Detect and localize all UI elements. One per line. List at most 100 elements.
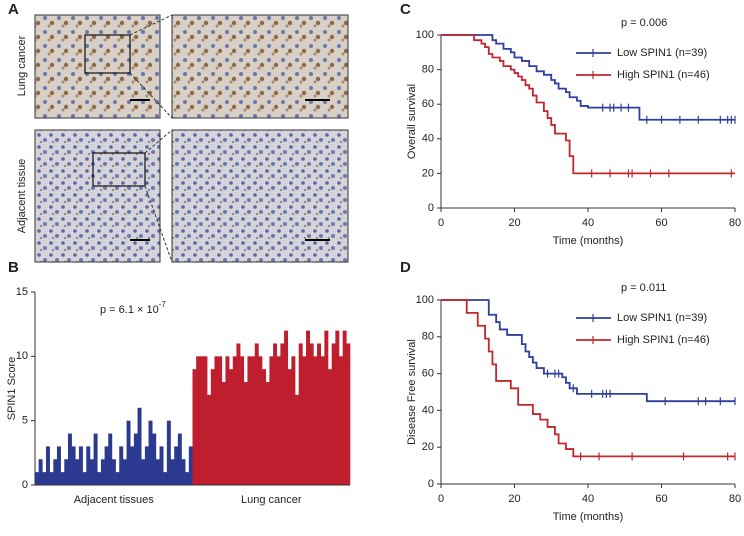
- bar: [185, 472, 190, 485]
- bar: [75, 459, 80, 485]
- bar: [229, 369, 234, 485]
- bar: [207, 394, 212, 485]
- x-tick-label: 80: [729, 493, 741, 505]
- bar: [93, 433, 98, 485]
- bar: [174, 446, 179, 485]
- bar: [298, 343, 303, 485]
- bar: [181, 459, 186, 485]
- x-axis-label: Time (months): [553, 235, 624, 247]
- bar: [243, 382, 248, 485]
- bar: [203, 356, 208, 485]
- bar: [280, 343, 285, 485]
- bar: [133, 433, 138, 485]
- bar: [86, 446, 91, 485]
- bar: [53, 459, 58, 485]
- bar: [287, 369, 292, 485]
- y-axis-label: SPIN1 Score: [6, 357, 18, 421]
- bar: [119, 446, 124, 485]
- y-tick-label: 15: [16, 286, 28, 298]
- annotation-exponent: -7: [159, 300, 167, 309]
- x-tick-label: 80: [729, 217, 741, 229]
- bar: [49, 472, 54, 485]
- bar: [276, 356, 281, 485]
- bar: [192, 369, 197, 485]
- y-tick-label: 0: [428, 478, 434, 490]
- bar: [328, 369, 332, 485]
- bar: [218, 356, 223, 485]
- bar: [144, 446, 149, 485]
- x-tick-label: 40: [582, 493, 594, 505]
- bar: [346, 343, 351, 485]
- bar: [130, 446, 135, 485]
- bar: [247, 356, 252, 485]
- panel-label: A: [8, 1, 19, 18]
- bar: [42, 472, 47, 485]
- bar: [122, 459, 127, 485]
- bar: [317, 343, 321, 485]
- bar: [82, 472, 87, 485]
- bar: [148, 420, 153, 485]
- bar: [35, 472, 39, 485]
- x-tick-label: 0: [438, 493, 444, 505]
- bar: [45, 446, 50, 485]
- bar: [262, 369, 267, 485]
- bar: [302, 356, 307, 485]
- bar: [342, 330, 347, 485]
- bar: [126, 420, 131, 485]
- bar: [137, 407, 142, 485]
- survival-curve: [441, 299, 735, 403]
- bar: [225, 356, 230, 485]
- x-tick-label: 40: [582, 217, 594, 229]
- annotation: p = 0.011: [621, 282, 666, 294]
- y-tick-label: 40: [422, 133, 434, 145]
- bar: [38, 459, 43, 485]
- bar: [141, 459, 146, 485]
- bar: [163, 472, 168, 485]
- bar: [324, 330, 329, 485]
- bar: [309, 343, 314, 485]
- bar: [284, 330, 289, 485]
- bar: [273, 343, 278, 485]
- bar: [89, 459, 94, 485]
- y-tick-label: 20: [422, 441, 434, 453]
- y-tick-label: 40: [422, 404, 434, 416]
- bar: [108, 433, 113, 485]
- annotation: p = 0.006: [621, 17, 667, 29]
- bar: [111, 459, 116, 485]
- bar: [291, 356, 296, 485]
- bar: [339, 356, 343, 485]
- bar: [240, 356, 245, 485]
- row-label: Adjacent tissue: [16, 159, 28, 234]
- group-label: Lung cancer: [241, 494, 302, 506]
- y-tick-label: 100: [416, 29, 434, 41]
- bar: [56, 446, 61, 485]
- survival-curve: [441, 34, 735, 121]
- micrographs: [34, 14, 349, 263]
- panel-label: B: [8, 259, 19, 276]
- y-tick-label: 0: [428, 202, 434, 214]
- bar: [232, 356, 237, 485]
- bar: [71, 446, 76, 485]
- bar: [166, 420, 171, 485]
- y-tick-label: 0: [22, 479, 28, 491]
- row-label: Lung cancer: [16, 35, 28, 96]
- bar: [335, 330, 340, 485]
- bar: [251, 356, 256, 485]
- bar: [60, 472, 65, 485]
- y-axis-label: Overall survival: [406, 84, 418, 159]
- bar: [320, 356, 325, 485]
- y-tick-label: 80: [422, 331, 434, 343]
- legend-label: High SPIN1 (n=46): [617, 334, 710, 346]
- bar: [155, 459, 160, 485]
- bar: [295, 394, 300, 485]
- y-axis-label: Disease Free survival: [406, 339, 418, 445]
- y-tick-label: 10: [16, 350, 28, 362]
- bar: [331, 343, 336, 485]
- bar: [115, 472, 120, 485]
- x-tick-label: 60: [655, 217, 667, 229]
- bar: [152, 433, 157, 485]
- x-axis-label: Time (months): [553, 511, 624, 523]
- bar: [306, 330, 311, 485]
- bar: [64, 459, 69, 485]
- bar: [313, 356, 318, 485]
